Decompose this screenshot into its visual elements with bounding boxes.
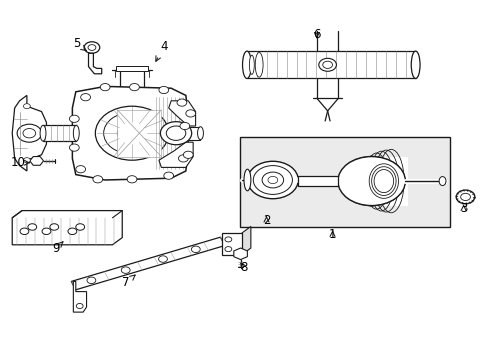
Circle shape	[455, 190, 474, 204]
Polygon shape	[88, 53, 102, 74]
Ellipse shape	[438, 177, 445, 186]
Circle shape	[93, 176, 102, 183]
Circle shape	[88, 45, 96, 50]
Circle shape	[460, 193, 469, 201]
Text: 6: 6	[312, 28, 320, 41]
Circle shape	[224, 247, 231, 252]
Circle shape	[166, 126, 185, 140]
Text: 2: 2	[262, 214, 270, 227]
Ellipse shape	[337, 157, 405, 206]
Circle shape	[76, 224, 84, 230]
Text: 10: 10	[11, 156, 29, 169]
Circle shape	[69, 115, 79, 122]
Polygon shape	[117, 110, 161, 157]
Text: 5: 5	[73, 37, 86, 50]
Circle shape	[42, 228, 51, 235]
Ellipse shape	[249, 55, 254, 75]
Circle shape	[103, 112, 160, 154]
Bar	[239, 137, 449, 227]
Polygon shape	[159, 142, 193, 167]
Polygon shape	[242, 226, 250, 255]
Circle shape	[267, 176, 277, 184]
Circle shape	[17, 124, 41, 142]
Text: 3: 3	[459, 202, 467, 215]
Circle shape	[95, 106, 168, 160]
Ellipse shape	[197, 127, 203, 140]
Bar	[116, 66, 148, 71]
Circle shape	[158, 256, 167, 262]
Text: 4: 4	[156, 40, 167, 61]
Circle shape	[84, 42, 100, 53]
Circle shape	[76, 303, 83, 309]
Circle shape	[262, 172, 283, 188]
Circle shape	[20, 228, 29, 235]
Circle shape	[121, 267, 130, 273]
Circle shape	[322, 61, 332, 68]
Bar	[298, 176, 338, 186]
Circle shape	[247, 161, 298, 199]
Bar	[361, 157, 407, 206]
Polygon shape	[168, 101, 195, 126]
Polygon shape	[233, 248, 247, 260]
Text: 8: 8	[239, 261, 247, 274]
Circle shape	[129, 84, 139, 91]
Ellipse shape	[244, 169, 250, 191]
Circle shape	[180, 122, 189, 130]
Ellipse shape	[410, 51, 419, 78]
Circle shape	[185, 110, 195, 117]
Bar	[246, 51, 415, 78]
Circle shape	[69, 144, 79, 151]
Circle shape	[23, 158, 30, 163]
Text: 9: 9	[52, 242, 63, 255]
Bar	[181, 127, 200, 140]
Circle shape	[76, 166, 85, 173]
Polygon shape	[71, 237, 224, 290]
Circle shape	[100, 84, 110, 91]
Circle shape	[68, 228, 77, 235]
Text: 1: 1	[328, 228, 336, 241]
Circle shape	[183, 151, 193, 158]
Circle shape	[50, 224, 59, 230]
Polygon shape	[73, 282, 86, 312]
Polygon shape	[12, 211, 122, 245]
Circle shape	[178, 155, 188, 162]
Circle shape	[81, 94, 90, 101]
Circle shape	[318, 58, 336, 71]
Bar	[222, 233, 242, 255]
Polygon shape	[12, 95, 46, 171]
Bar	[43, 125, 76, 141]
Circle shape	[87, 277, 96, 284]
Polygon shape	[72, 86, 188, 180]
Circle shape	[177, 99, 186, 106]
Ellipse shape	[255, 53, 263, 77]
Circle shape	[160, 122, 191, 145]
Polygon shape	[30, 157, 43, 165]
Circle shape	[191, 246, 200, 253]
Circle shape	[344, 161, 398, 201]
Circle shape	[224, 237, 231, 242]
Text: 7: 7	[122, 275, 135, 289]
Ellipse shape	[40, 125, 46, 141]
Circle shape	[23, 129, 36, 138]
Circle shape	[163, 172, 173, 179]
Circle shape	[117, 122, 146, 144]
Circle shape	[127, 176, 137, 183]
Circle shape	[23, 104, 30, 109]
Ellipse shape	[242, 51, 251, 78]
Circle shape	[159, 86, 168, 94]
Circle shape	[338, 157, 404, 206]
Circle shape	[28, 224, 37, 230]
Circle shape	[253, 166, 292, 194]
Ellipse shape	[73, 125, 79, 141]
